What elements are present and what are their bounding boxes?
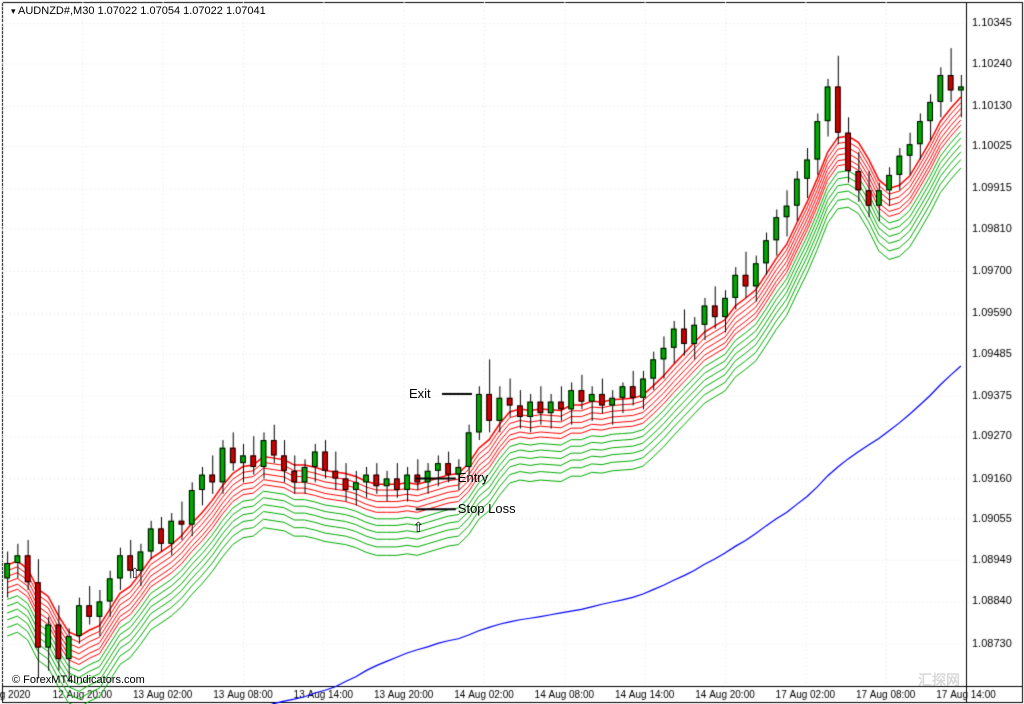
up-arrow-icon: ⇧ [129, 565, 141, 582]
chart-canvas[interactable] [0, 0, 1024, 704]
watermark-right: 汇探网 [918, 670, 960, 690]
annotation-stop-loss: Stop Loss [458, 501, 516, 516]
annotation-entry: Entry [458, 470, 488, 485]
annotation-exit: Exit [409, 386, 431, 401]
up-arrow-icon: ⇧ [412, 519, 424, 536]
watermark-left: © ForexMT4Indicators.com [12, 674, 145, 686]
chart-header: AUDNZD#,M30 1.07022 1.07054 1.07022 1.07… [8, 4, 269, 18]
chart-container[interactable]: AUDNZD#,M30 1.07022 1.07054 1.07022 1.07… [0, 0, 1024, 704]
